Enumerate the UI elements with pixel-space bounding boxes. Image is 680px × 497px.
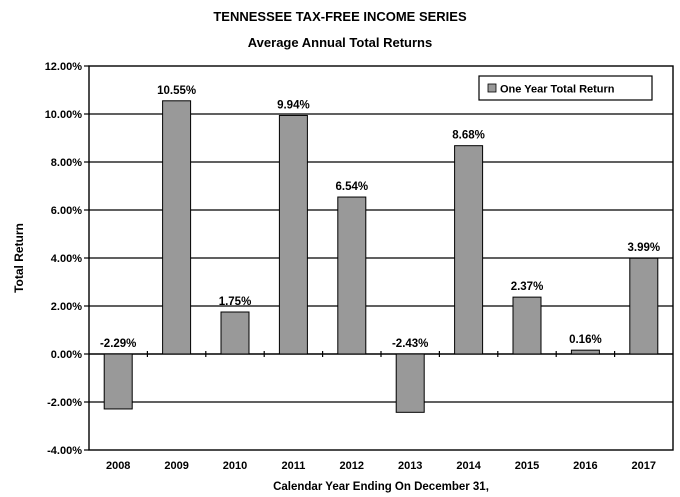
chart-subtitle: Average Annual Total Returns [247, 35, 433, 50]
y-tick-label: 6.00% [51, 205, 82, 217]
x-tick-label: 2013 [398, 460, 422, 472]
data-label: 8.68% [452, 130, 485, 142]
bar-2011 [278, 114, 308, 355]
y-tick-label: 2.00% [51, 301, 82, 313]
x-tick-label: 2017 [632, 460, 656, 472]
data-labels: -2.29% 10.55% 1.75% 9.94% 6.54% -2.43% 8.68% 2.… [100, 85, 660, 350]
y-tick-label: -4.00% [47, 445, 82, 457]
data-label: 2.37% [511, 281, 544, 293]
x-tick-label: 2012 [340, 460, 364, 472]
bar-2013 [395, 353, 425, 413]
bar-2016 [570, 349, 600, 355]
data-label: -2.29% [100, 338, 136, 350]
bar-2008 [103, 353, 133, 410]
data-label: 10.55% [157, 85, 196, 97]
legend: One Year Total Return [478, 75, 653, 101]
bars [103, 100, 659, 413]
data-label: 1.75% [219, 296, 252, 308]
bar-2010 [220, 311, 250, 355]
data-label: 9.94% [277, 99, 310, 111]
y-tick-label: 12.00% [45, 61, 83, 73]
x-tick-label: 2009 [164, 460, 188, 472]
x-tick-label: 2010 [223, 460, 247, 472]
y-tick-label: 8.00% [51, 157, 82, 169]
y-tick-label: 0.00% [51, 349, 82, 361]
bar-2017 [629, 257, 659, 355]
bar-2012 [337, 196, 367, 355]
y-tick-label: 4.00% [51, 253, 82, 265]
x-tick-label: 2011 [281, 460, 305, 472]
y-tick-label: -2.00% [47, 397, 82, 409]
x-tick-label: 2008 [106, 460, 130, 472]
data-label: 3.99% [627, 242, 660, 254]
legend-swatch [487, 83, 497, 93]
data-label: -2.43% [392, 338, 428, 350]
bar-2015 [512, 296, 542, 355]
y-axis-ticks: 12.00% 10.00% 8.00% 6.00% 4.00% 2.00% 0.00% -2.… [45, 61, 89, 457]
legend-label: One Year Total Return [500, 84, 615, 96]
bar-2009 [162, 100, 192, 355]
x-tick-label: 2016 [573, 460, 597, 472]
chart-title: TENNESSEE TAX-FREE INCOME SERIES [213, 9, 467, 24]
bar-2014 [454, 145, 484, 355]
y-tick-label: 10.00% [45, 109, 83, 121]
x-axis-ticks: 2008 2009 2010 2011 2012 2013 2014 2015 2016 2017 [106, 460, 656, 472]
x-tick-label: 2014 [456, 460, 481, 472]
y-axis-label: Total Return [12, 223, 26, 293]
data-label: 0.16% [569, 334, 602, 346]
plot-frame [88, 65, 674, 451]
data-label: 6.54% [335, 181, 368, 193]
x-axis-label: Calendar Year Ending On December 31, [273, 481, 489, 493]
x-tick-label: 2015 [515, 460, 539, 472]
